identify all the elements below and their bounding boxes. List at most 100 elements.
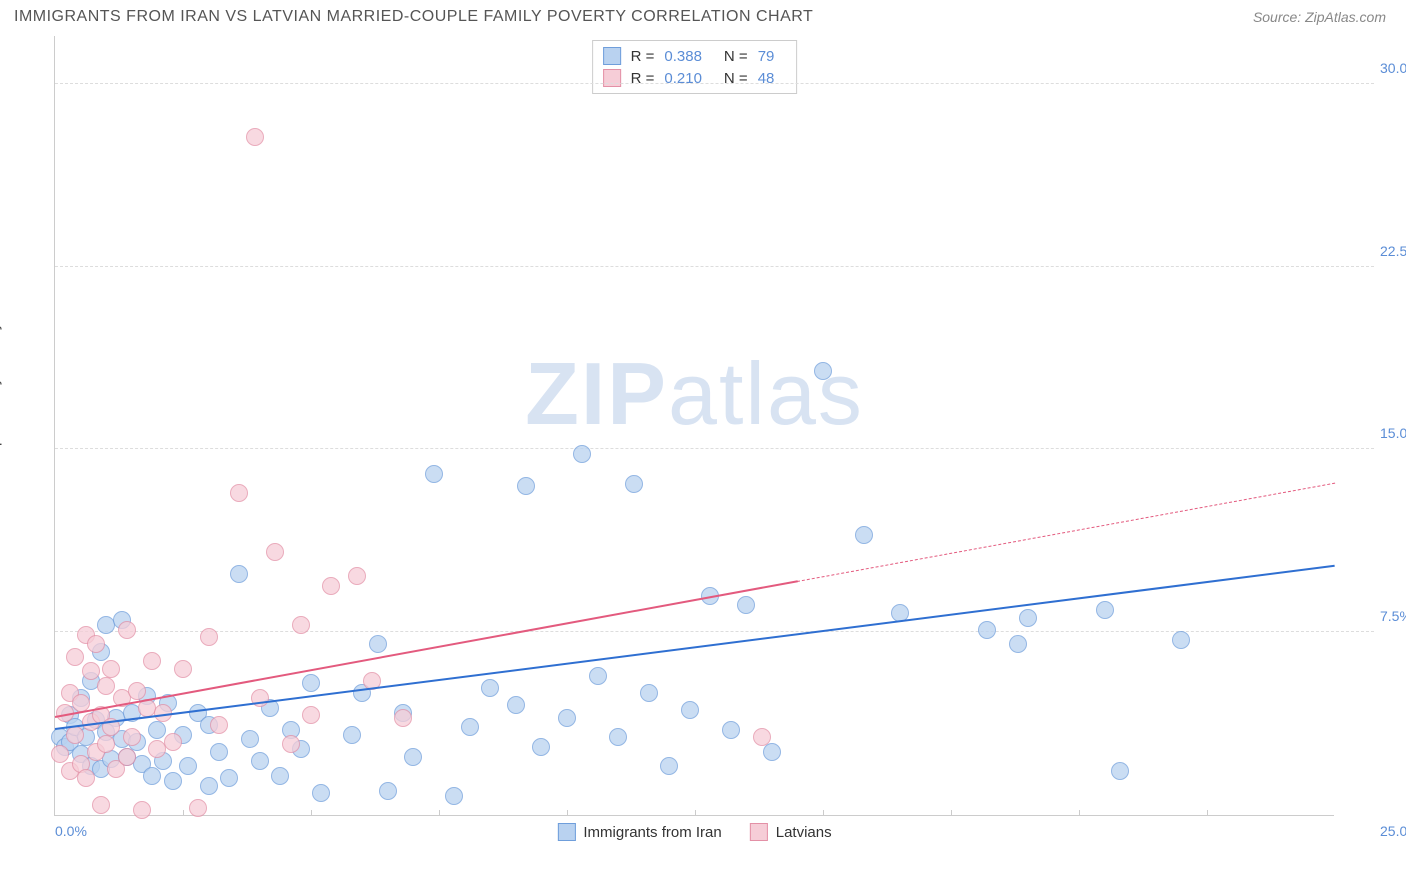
data-point (312, 784, 330, 802)
gridline-v (311, 810, 312, 816)
trend-line (797, 483, 1335, 582)
y-tick-label: 22.5% (1374, 243, 1406, 259)
data-point (266, 543, 284, 561)
legend-series-name: Immigrants from Iran (583, 824, 721, 841)
legend-item: Immigrants from Iran (557, 823, 721, 841)
data-point (271, 767, 289, 785)
source-attribution: Source: ZipAtlas.com (1253, 9, 1386, 25)
data-point (200, 628, 218, 646)
data-point (573, 445, 591, 463)
gridline-v (695, 810, 696, 816)
data-point (681, 701, 699, 719)
data-point (118, 748, 136, 766)
legend-series-name: Latvians (776, 824, 832, 841)
gridline-v (183, 810, 184, 816)
data-point (133, 801, 151, 819)
data-point (343, 726, 361, 744)
data-point (241, 730, 259, 748)
data-point (143, 652, 161, 670)
data-point (394, 709, 412, 727)
legend-r-label: R = (631, 48, 655, 65)
data-point (66, 648, 84, 666)
data-point (507, 696, 525, 714)
data-point (77, 769, 95, 787)
data-point (404, 748, 422, 766)
data-point (763, 743, 781, 761)
legend-swatch (750, 823, 768, 841)
data-point (609, 728, 627, 746)
data-point (753, 728, 771, 746)
data-point (230, 565, 248, 583)
data-point (123, 728, 141, 746)
legend-n-value: 48 (758, 70, 775, 87)
gridline-v (951, 810, 952, 816)
data-point (1096, 601, 1114, 619)
gridline-v (567, 810, 568, 816)
data-point (66, 726, 84, 744)
legend-stat-row: R =0.210N =48 (603, 67, 787, 89)
plot-area: ZIPatlas R =0.388N =79R =0.210N =48 0.0%… (54, 36, 1334, 816)
gridline-v (823, 810, 824, 816)
legend-swatch (603, 69, 621, 87)
legend-swatch (603, 47, 621, 65)
legend-item: Latvians (750, 823, 832, 841)
data-point (220, 769, 238, 787)
data-point (379, 782, 397, 800)
data-point (625, 475, 643, 493)
data-point (148, 721, 166, 739)
data-point (92, 796, 110, 814)
scatter-chart: Married-Couple Family Poverty ZIPatlas R… (14, 36, 1386, 816)
legend-series: Immigrants from Iran Latvians (557, 823, 831, 841)
data-point (210, 743, 228, 761)
data-point (292, 616, 310, 634)
chart-title: IMMIGRANTS FROM IRAN VS LATVIAN MARRIED-… (14, 8, 813, 26)
data-point (102, 660, 120, 678)
data-point (302, 674, 320, 692)
legend-swatch (557, 823, 575, 841)
data-point (722, 721, 740, 739)
data-point (855, 526, 873, 544)
data-point (302, 706, 320, 724)
legend-n-value: 79 (758, 48, 775, 65)
data-point (1111, 762, 1129, 780)
data-point (1019, 609, 1037, 627)
data-point (82, 662, 100, 680)
gridline-v (439, 810, 440, 816)
legend-r-label: R = (631, 70, 655, 87)
data-point (660, 757, 678, 775)
data-point (118, 621, 136, 639)
legend-r-value: 0.388 (664, 48, 702, 65)
legend-n-label: N = (724, 48, 748, 65)
data-point (87, 635, 105, 653)
data-point (210, 716, 228, 734)
y-tick-label: 15.0% (1374, 425, 1406, 441)
data-point (532, 738, 550, 756)
gridline-h (55, 266, 1374, 267)
y-tick-label: 30.0% (1374, 60, 1406, 76)
data-point (246, 128, 264, 146)
watermark: ZIPatlas (525, 343, 864, 445)
data-point (445, 787, 463, 805)
legend-r-value: 0.210 (664, 70, 702, 87)
data-point (517, 477, 535, 495)
data-point (737, 596, 755, 614)
data-point (179, 757, 197, 775)
data-point (164, 733, 182, 751)
data-point (978, 621, 996, 639)
legend-stats: R =0.388N =79R =0.210N =48 (592, 40, 798, 94)
data-point (230, 484, 248, 502)
data-point (189, 799, 207, 817)
data-point (481, 679, 499, 697)
data-point (348, 567, 366, 585)
data-point (1172, 631, 1190, 649)
data-point (128, 682, 146, 700)
x-axis-min-label: 0.0% (55, 823, 87, 839)
data-point (174, 660, 192, 678)
data-point (814, 362, 832, 380)
data-point (200, 777, 218, 795)
data-point (97, 677, 115, 695)
data-point (322, 577, 340, 595)
data-point (97, 735, 115, 753)
legend-stat-row: R = 0.388 N = 79 (603, 45, 787, 67)
data-point (558, 709, 576, 727)
